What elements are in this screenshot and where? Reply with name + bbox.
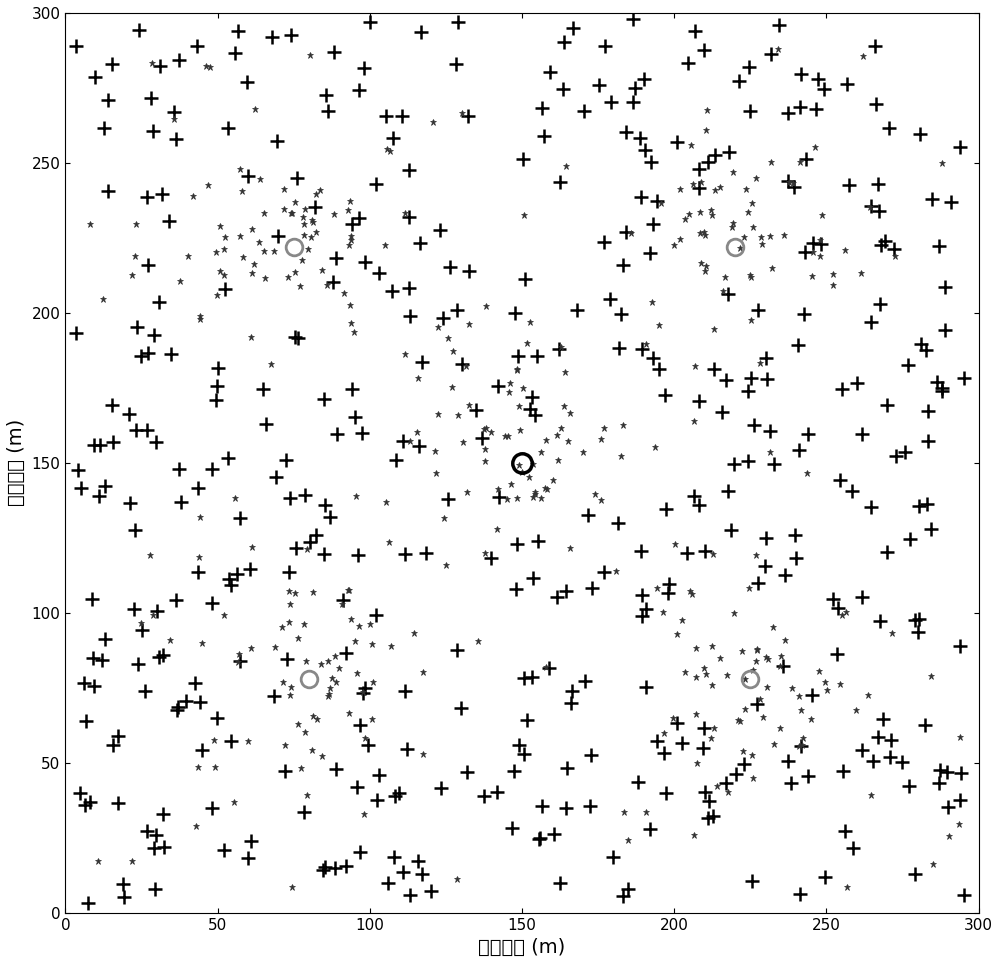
X-axis label: 网络长度 (m): 网络长度 (m)	[478, 938, 566, 957]
Y-axis label: 网络宽度 (m): 网络宽度 (m)	[7, 419, 26, 506]
